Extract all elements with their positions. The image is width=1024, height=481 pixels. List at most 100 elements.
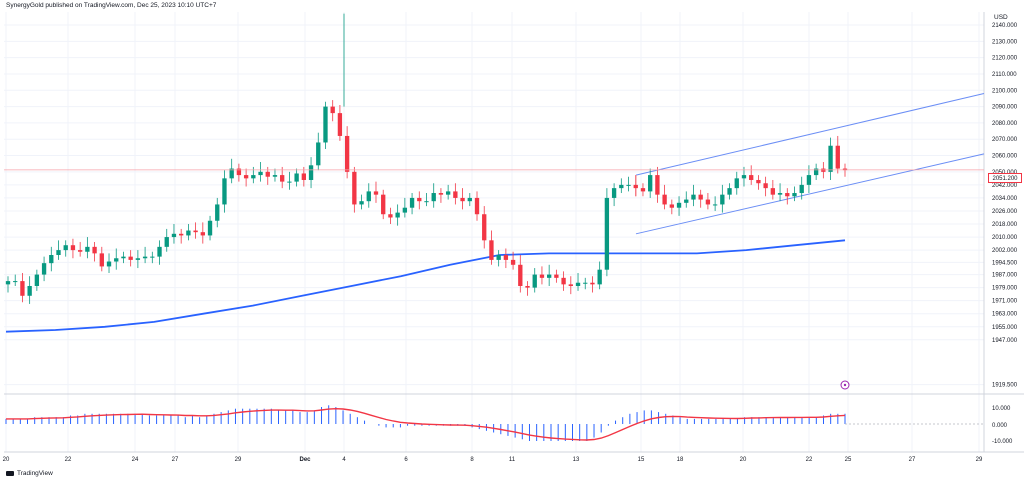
candle xyxy=(330,100,335,122)
candle xyxy=(460,188,465,210)
candle xyxy=(41,256,47,282)
price-tick-label: 1919.500 xyxy=(992,383,1018,389)
candle-body xyxy=(92,246,97,254)
candle-body xyxy=(503,255,509,260)
candle-body xyxy=(648,175,653,192)
candle xyxy=(186,224,191,241)
candle xyxy=(114,248,119,270)
time-tick-label: 18 xyxy=(677,457,684,463)
price-tick-label: 2120.000 xyxy=(992,56,1018,62)
candle-body xyxy=(597,269,602,285)
candle-body xyxy=(626,184,631,186)
candle xyxy=(496,250,501,267)
candle xyxy=(287,171,292,190)
tradingview-logo[interactable]: TradingView xyxy=(6,470,53,477)
candle xyxy=(611,183,617,207)
candle-body xyxy=(337,113,343,136)
ma-line xyxy=(5,239,846,333)
price-tick-label: 1979.000 xyxy=(992,286,1018,292)
candle xyxy=(373,181,379,203)
candle-body xyxy=(34,274,40,286)
price-tick-label: 2110.000 xyxy=(992,72,1017,78)
candle-body xyxy=(734,178,739,189)
candle-body xyxy=(243,175,249,179)
candle xyxy=(402,197,408,218)
candle xyxy=(258,162,263,182)
candle-body xyxy=(207,220,213,236)
event-marker[interactable] xyxy=(840,380,850,390)
candle xyxy=(467,193,472,207)
candle xyxy=(532,268,537,293)
candle xyxy=(575,272,581,291)
candle xyxy=(359,194,364,210)
candle-body xyxy=(662,194,667,205)
candles xyxy=(5,13,848,304)
candle-body xyxy=(128,256,133,260)
price-tick-label: 1987.000 xyxy=(992,273,1018,279)
time-tick-label: 22 xyxy=(806,457,813,463)
candle xyxy=(763,176,768,197)
candle-body xyxy=(251,175,256,179)
candle-body xyxy=(280,175,285,182)
candle xyxy=(395,204,400,226)
candle-body xyxy=(77,250,83,252)
candle-body xyxy=(135,258,141,260)
time-tick-label: 11 xyxy=(509,457,516,463)
price-tick-label: 2100.000 xyxy=(992,88,1018,94)
last-price-badge: 2051.200 xyxy=(988,173,1022,183)
candle xyxy=(316,132,321,171)
grid xyxy=(4,12,984,452)
price-tick-label: 1971.000 xyxy=(992,299,1018,305)
candle xyxy=(5,276,11,293)
candle xyxy=(712,196,718,211)
time-tick-label: 25 xyxy=(845,457,852,463)
time-tick-label: 27 xyxy=(172,457,179,463)
candle-body xyxy=(510,259,516,265)
price-tick-label: 2018.000 xyxy=(992,222,1018,228)
candle-body xyxy=(539,274,545,278)
candle xyxy=(179,228,184,244)
candle xyxy=(128,250,133,267)
candle xyxy=(655,166,660,203)
candle xyxy=(525,281,530,296)
candle xyxy=(835,135,840,174)
candle xyxy=(792,186,797,202)
candle xyxy=(583,277,588,290)
candle-body xyxy=(712,204,718,206)
candle-body xyxy=(56,250,61,256)
candle xyxy=(323,101,328,149)
moving-average xyxy=(5,239,846,333)
candle xyxy=(806,165,812,194)
candle-body xyxy=(813,168,819,176)
candle-body xyxy=(655,175,660,195)
time-tick-label: 22 xyxy=(65,457,72,463)
candle-body xyxy=(763,183,768,189)
candle xyxy=(749,165,754,185)
candle xyxy=(777,183,783,202)
price-tick-label: 2070.000 xyxy=(992,137,1018,143)
candle-body xyxy=(756,179,761,184)
candle-body xyxy=(388,214,393,218)
candle xyxy=(34,269,40,291)
candle-body xyxy=(842,168,848,171)
macd-tick-label: 10.000 xyxy=(992,406,1011,412)
candle-body xyxy=(445,191,451,195)
candle xyxy=(229,158,234,184)
candle-body xyxy=(561,277,566,285)
event-marker-dot xyxy=(843,383,847,387)
channel-lower-line xyxy=(635,153,985,235)
candle xyxy=(344,126,350,179)
candle-body xyxy=(157,246,162,257)
candle-body xyxy=(13,281,18,283)
time-tick-label: 13 xyxy=(573,457,580,463)
candle-body xyxy=(676,202,682,208)
candle-body xyxy=(698,194,703,200)
price-tick-label: 2034.000 xyxy=(992,196,1018,202)
candle-body xyxy=(575,282,581,286)
candle xyxy=(489,230,494,265)
candle-body xyxy=(179,233,184,236)
time-tick-label: 8 xyxy=(470,457,474,463)
time-tick-label: 20 xyxy=(3,457,10,463)
candle-body xyxy=(460,197,465,202)
